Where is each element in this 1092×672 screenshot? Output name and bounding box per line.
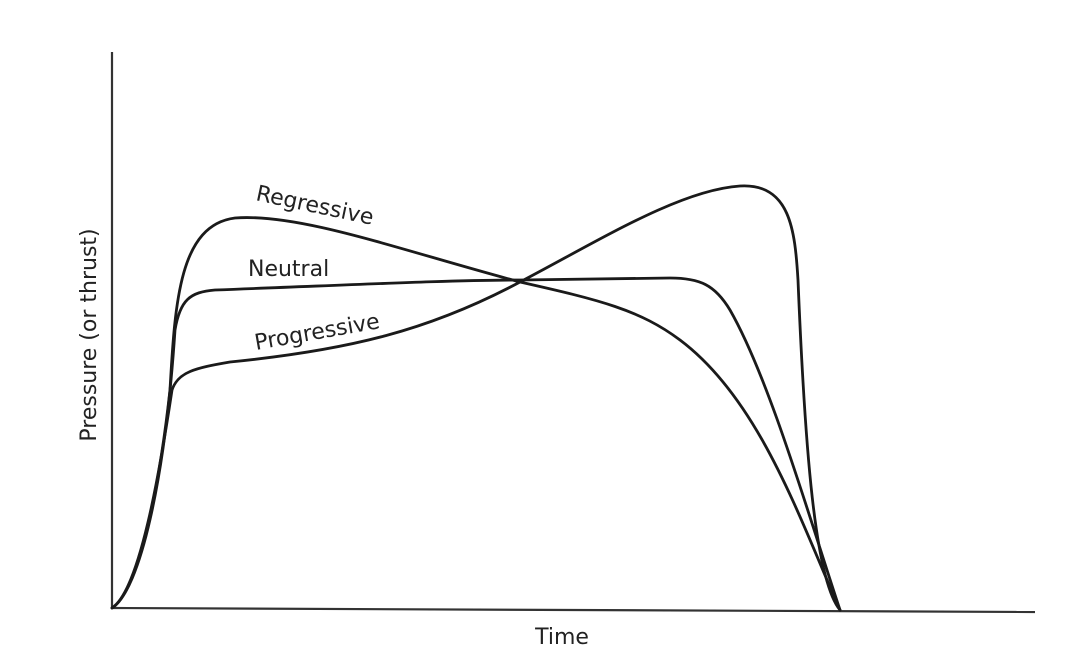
regressive-curve bbox=[110, 216, 842, 612]
progressive-curve bbox=[110, 184, 842, 612]
y-axis-label: Pressure (or thrust) bbox=[77, 228, 102, 441]
curve-label: Progressive bbox=[253, 309, 382, 356]
x-axis-label: Time bbox=[534, 625, 589, 650]
curve-label: Regressive bbox=[254, 181, 376, 230]
neutral-curve bbox=[110, 276, 842, 612]
curve-label: Neutral bbox=[248, 257, 329, 282]
x-axis bbox=[111, 606, 1036, 614]
